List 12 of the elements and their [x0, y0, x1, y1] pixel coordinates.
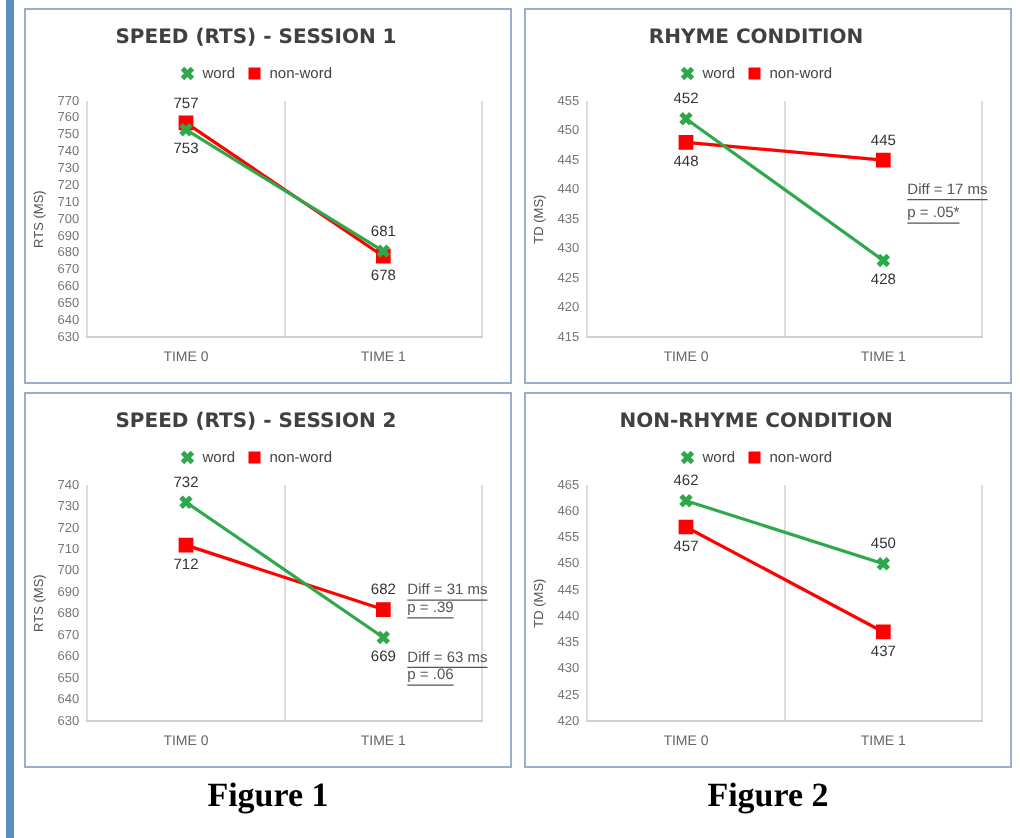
point [678, 134, 694, 150]
chart-title: SPEED (RTS) - SESSION 1 [115, 27, 397, 50]
chart-title: NON-RHYME CONDITION [619, 411, 893, 434]
point [178, 537, 194, 553]
chart-title: SPEED (RTS) - SESSION 2 [115, 411, 397, 434]
point [375, 602, 391, 617]
caption: Figure 1 [205, 776, 331, 816]
chart-title: RHYME CONDITION [648, 27, 864, 50]
point [875, 624, 891, 640]
point [875, 152, 891, 168]
caption: Figure 2 [705, 776, 831, 816]
point [678, 519, 694, 535]
